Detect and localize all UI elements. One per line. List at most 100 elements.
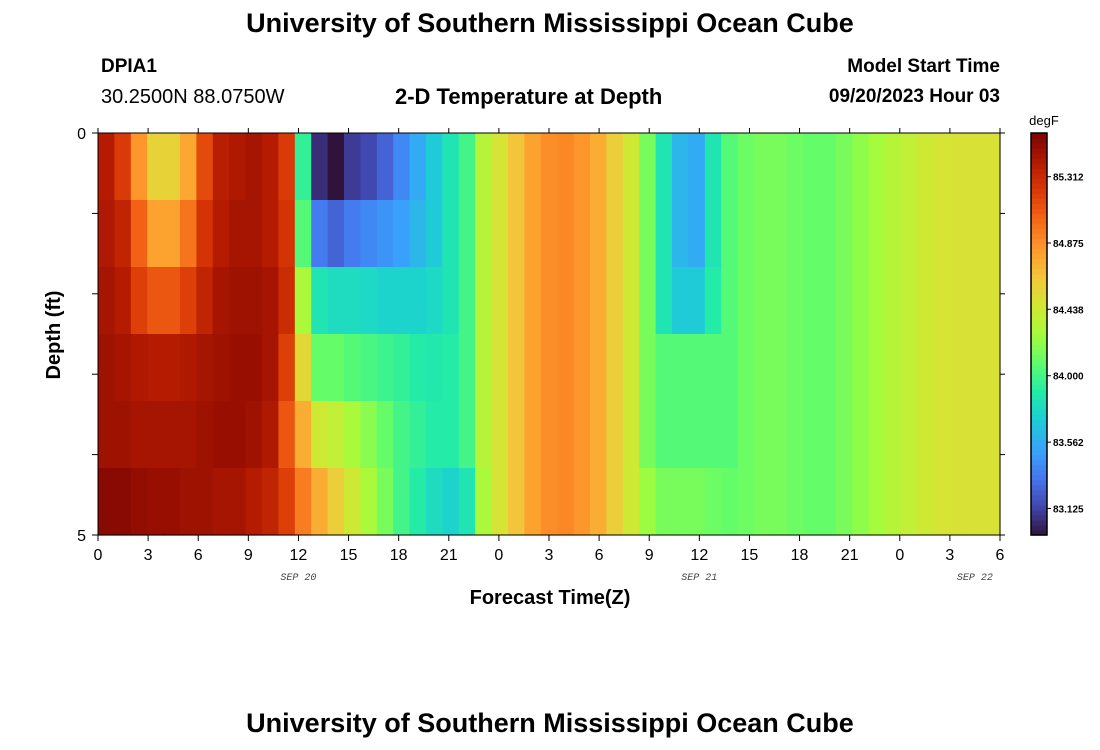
heatmap-cell — [688, 267, 706, 335]
colorbar-segment — [1031, 454, 1047, 461]
x-tick-label: 18 — [390, 547, 408, 564]
colorbar-tick-label: 84.438 — [1053, 305, 1084, 316]
colorbar-segment — [1031, 178, 1047, 184]
heatmap-cell — [409, 267, 427, 335]
heatmap-cell — [950, 468, 968, 536]
heatmap-cell — [475, 267, 493, 335]
heatmap-cell — [491, 334, 509, 402]
heatmap-cell — [508, 133, 525, 201]
heatmap-cell — [196, 267, 214, 335]
colorbar-segment — [1031, 298, 1047, 305]
heatmap-cell — [721, 468, 739, 536]
heatmap-cell — [934, 468, 952, 536]
x-tick-label: 6 — [996, 547, 1005, 564]
heatmap-cell — [180, 133, 197, 201]
heatmap-cell — [786, 200, 804, 268]
heatmap-cell — [836, 133, 853, 201]
heatmap-cell — [311, 401, 329, 469]
heatmap-cell — [376, 133, 394, 201]
heatmap-cell — [262, 334, 279, 402]
heatmap-cell — [278, 133, 296, 201]
heatmap-cell — [852, 133, 870, 201]
heatmap-cell — [868, 401, 886, 469]
heatmap-cell — [721, 133, 739, 201]
colorbar-segment — [1031, 364, 1047, 370]
heatmap-cell — [655, 200, 673, 268]
heatmap-cell — [639, 133, 657, 201]
heatmap-cell — [770, 267, 788, 335]
heatmap-cell — [918, 267, 935, 335]
date-label: SEP 22 — [957, 573, 993, 584]
colorbar-segment — [1031, 339, 1047, 345]
x-tick-label: 3 — [945, 547, 954, 564]
colorbar-segment — [1031, 504, 1047, 511]
colorbar-segment — [1031, 243, 1047, 250]
heatmap-cell — [229, 267, 247, 335]
heatmap-cell — [212, 200, 230, 268]
heatmap-cell — [163, 133, 181, 201]
heatmap-cell — [803, 401, 821, 469]
heatmap-cell — [344, 133, 361, 201]
heatmap-cell — [983, 401, 1001, 469]
heatmap-cell — [114, 133, 132, 201]
colorbar-segment — [1031, 474, 1047, 481]
heatmap-cell — [573, 133, 591, 201]
heatmap-cell — [721, 200, 739, 268]
heatmap-cell — [524, 334, 542, 402]
heatmap-cell — [508, 334, 525, 402]
heatmap-cell — [426, 267, 443, 335]
heatmap-cell — [721, 334, 739, 402]
heatmap-cell — [836, 468, 853, 536]
date-label: SEP 20 — [280, 573, 316, 584]
heatmap-cell — [918, 334, 935, 402]
heatmap-chart: 0 3 6 9 12 15 18 21 0 3 6 9 12 15 18 21 0 3 6 SEP 20 SEP 21 S… — [43, 113, 1084, 609]
heatmap-cell — [967, 468, 985, 536]
x-tick-label: 15 — [741, 547, 759, 564]
colorbar-segment — [1031, 153, 1047, 159]
x-tick-label: 0 — [895, 547, 904, 564]
colorbar-segment — [1031, 233, 1047, 240]
heatmap-cell — [934, 401, 952, 469]
x-tick-label: 21 — [440, 547, 458, 564]
heatmap-cell — [786, 133, 804, 201]
heatmap-cell — [901, 401, 919, 469]
x-tick-label: 18 — [791, 547, 809, 564]
heatmap-cell — [983, 267, 1001, 335]
heatmap-cell — [98, 401, 115, 469]
heatmap-cell — [704, 200, 722, 268]
heatmap-cell — [868, 334, 886, 402]
heatmap-cell — [803, 468, 821, 536]
heatmap-cell — [491, 200, 509, 268]
heatmap-cell — [130, 200, 148, 268]
heatmap-cell — [311, 267, 329, 335]
heatmap-cell — [163, 468, 181, 536]
colorbar-segment — [1031, 529, 1047, 536]
colorbar-segment — [1031, 434, 1047, 441]
heatmap-cell — [639, 334, 657, 402]
heatmap-cell — [573, 401, 591, 469]
heatmap-cell — [737, 468, 755, 536]
heatmap-cell — [704, 401, 722, 469]
heatmap-cell — [262, 468, 279, 536]
heatmap-cell — [327, 267, 345, 335]
heatmap-cell — [196, 401, 214, 469]
heatmap-cell — [786, 334, 804, 402]
heatmap-cell — [836, 401, 853, 469]
heatmap-cell — [672, 401, 689, 469]
heatmap-cell — [819, 133, 837, 201]
heatmap-cell — [344, 267, 361, 335]
colorbar-tick-label: 85.312 — [1053, 173, 1084, 184]
heatmap-cell — [458, 267, 476, 335]
heatmap-cell — [655, 334, 673, 402]
heatmap-cell — [803, 133, 821, 201]
heatmap-cell — [672, 200, 689, 268]
colorbar-segment — [1031, 449, 1047, 456]
heatmap-cell — [245, 401, 263, 469]
heatmap-cell — [622, 200, 640, 268]
heatmap-cell — [114, 401, 132, 469]
heatmap-cell — [737, 334, 755, 402]
colorbar-segment — [1031, 469, 1047, 476]
heatmap-cell — [196, 468, 214, 536]
heatmap-cell — [868, 267, 886, 335]
page-title: University of Southern Mississippi Ocean… — [246, 8, 854, 38]
